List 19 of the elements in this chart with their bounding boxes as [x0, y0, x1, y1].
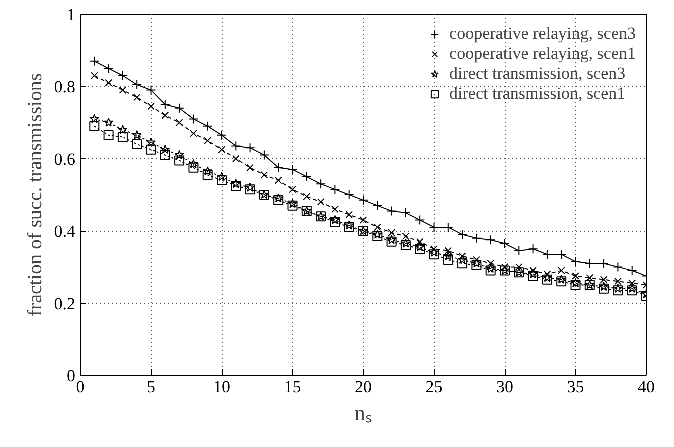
y-tick-label: 0.8: [54, 78, 76, 97]
x-tick-label: 15: [284, 378, 302, 396]
y-axis-title: fraction of succ. transmissions: [24, 73, 46, 317]
legend-label: cooperative relaying, scen3: [450, 24, 636, 44]
x-axis-title: nₛ: [354, 400, 372, 426]
y-tick-label: 0.2: [54, 294, 76, 314]
legend-label: direct transmission, scen1: [450, 84, 626, 104]
y-tick-label: 0.4: [54, 222, 76, 242]
x-tick-label: 30: [496, 378, 514, 396]
x-tick-label: 20: [355, 378, 372, 396]
x-tick-label: 25: [426, 378, 443, 396]
x-tick-label: 5: [147, 378, 156, 396]
x-tick-label: 35: [567, 378, 584, 396]
x-tick-label: 10: [214, 378, 230, 396]
legend-label: cooperative relaying, scen1: [450, 44, 636, 64]
y-tick-label: 1: [67, 6, 76, 24]
legend-label: direct transmission, scen3: [450, 64, 626, 84]
y-tick-label: 0.6: [54, 150, 76, 169]
x-tick-label: 40: [638, 378, 655, 396]
